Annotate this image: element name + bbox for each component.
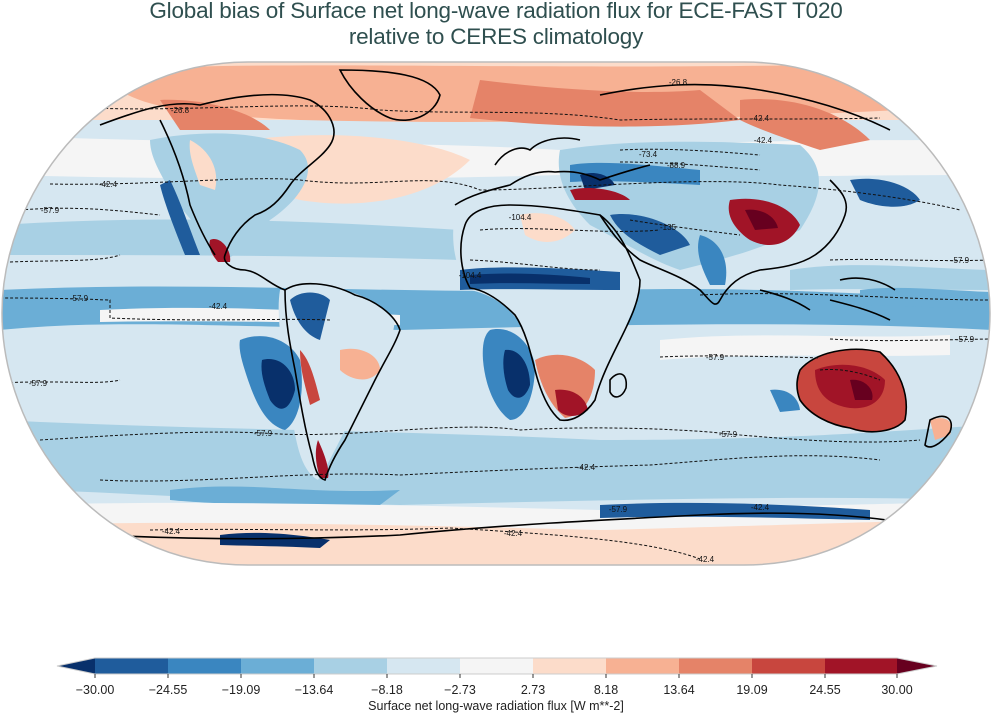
colorbar-tick: 19.09 [736, 683, 768, 697]
colorbar-tick: −19.09 [221, 683, 261, 697]
contour-label: -57.9 [706, 353, 725, 362]
contour-label: -104.4 [459, 271, 482, 280]
colorbar-extend-max [897, 658, 937, 674]
contour-label: -57.9 [70, 294, 89, 303]
contour-label: -42.4 [577, 463, 596, 472]
colorbar-tick: 2.73 [520, 683, 546, 697]
contour-label: -57.9 [41, 206, 60, 215]
contour-label: -57.9 [956, 335, 975, 344]
contour-labels: -26.8 -26.8 -42.4 -42.4 -42.4 -57.9 -57.… [29, 78, 975, 564]
contour-label: -26.8 [171, 106, 190, 115]
colorbar-tick: 24.55 [809, 683, 841, 697]
colorbar-tick: −2.73 [444, 683, 476, 697]
contour-lines [2, 105, 990, 560]
contour-label: -42.4 [696, 555, 715, 564]
contour-label: -135 [660, 223, 677, 232]
contour-label: -57.9 [719, 430, 738, 439]
colorbar-tick: −13.64 [294, 683, 334, 697]
contour-label: -57.9 [29, 379, 48, 388]
colorbar-tick: 13.64 [663, 683, 695, 697]
contour-label: -57.9 [951, 256, 970, 265]
chart-title-line-1: Global bias of Surface net long-wave rad… [149, 0, 843, 23]
contour-label: -42.4 [209, 302, 228, 311]
colorbar-label: Surface net long-wave radiation flux [W … [368, 699, 624, 713]
chart-title-line-2: relative to CERES climatology [348, 24, 644, 49]
colorbar-tick: 8.18 [593, 683, 619, 697]
colorbar-tick: 30.00 [881, 683, 913, 697]
contour-label: -42.4 [504, 529, 523, 538]
contour-label: -42.4 [162, 527, 181, 536]
colorbar-tick: −30.00 [75, 683, 115, 697]
contour-label: -88.9 [667, 161, 686, 170]
map-border [1, 61, 991, 566]
contour-label: -42.4 [751, 114, 770, 123]
contour-label: -42.4 [99, 180, 118, 189]
coastlines [99, 69, 952, 540]
contour-label: -42.4 [754, 136, 773, 145]
contour-label: -26.8 [669, 78, 688, 87]
colorbar-tick: −24.55 [148, 683, 188, 697]
colorbar [56, 657, 938, 678]
contour-label: -104.4 [509, 213, 532, 222]
colorbar-extend-min [57, 658, 95, 674]
contour-label: -57.9 [254, 429, 273, 438]
contour-label: -73.4 [639, 150, 658, 159]
colorbar-tick: −8.18 [371, 683, 403, 697]
bias-field [2, 62, 990, 565]
contour-label: -57.9 [609, 505, 628, 514]
contour-label: -42.4 [751, 503, 770, 512]
